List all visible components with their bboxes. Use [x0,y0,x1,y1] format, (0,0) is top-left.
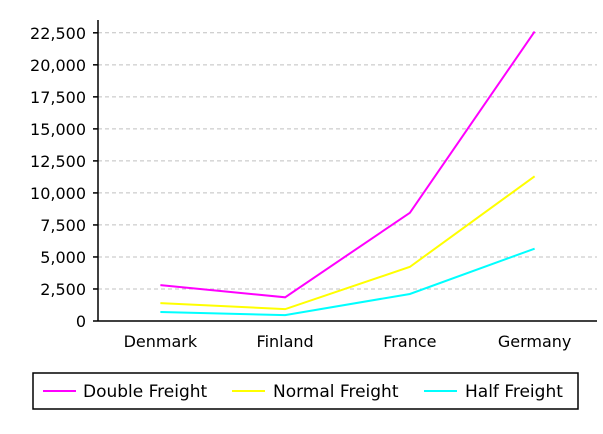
series-line-double-freight [160,30,536,299]
legend: Double Freight Normal Freight Half Freight [32,372,579,410]
y-tick-label: 2,500 [40,280,86,299]
legend-label: Half Freight [465,382,563,402]
y-tick-label: 7,500 [40,216,86,235]
x-axis-ticks: Denmark Finland France Germany [124,332,572,351]
y-tick-label: 12,500 [30,152,86,171]
legend-box [32,372,579,410]
x-tick-label: Germany [498,332,572,351]
y-tick-label: 15,000 [30,120,86,139]
x-tick-label: Denmark [124,332,198,351]
legend-label: Normal Freight [273,382,399,402]
series-line-half-freight [160,247,535,317]
x-tick-label: France [383,332,436,351]
y-tick-label: 17,500 [30,88,86,107]
series-lines [160,30,536,317]
x-tick-label: Finland [257,332,314,351]
gridlines [98,32,597,290]
y-axis-ticks: 0 2,500 5,000 7,500 10,000 12,500 15,000 17,500… [30,24,98,331]
series-line-normal-freight [160,175,536,311]
y-tick-label: 20,000 [30,56,86,75]
y-tick-label: 10,000 [30,184,86,203]
y-tick-label: 5,000 [40,248,86,267]
legend-label: Double Freight [83,382,208,402]
y-tick-label: 0 [76,312,86,331]
y-tick-label: 22,500 [30,24,86,43]
